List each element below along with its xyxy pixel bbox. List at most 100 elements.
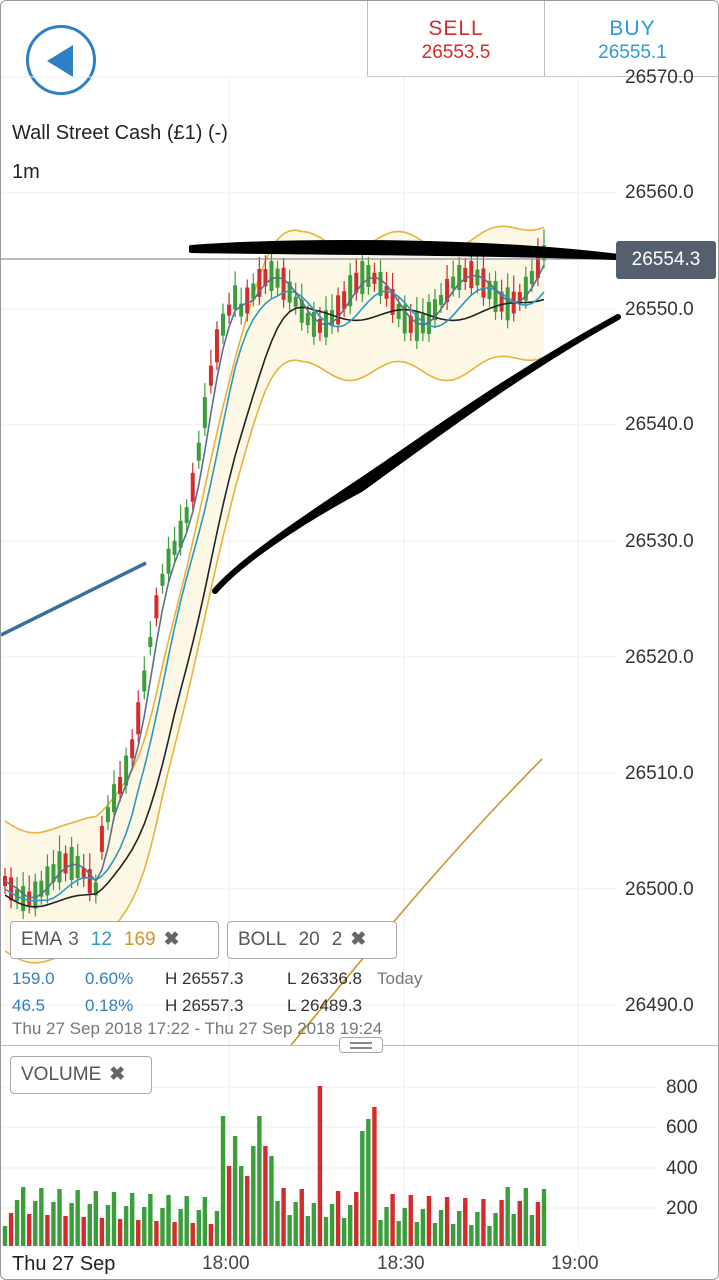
candle-body [342,291,347,310]
candle-body [245,287,250,314]
candle-body [432,299,437,321]
candle-body [136,702,141,735]
candle-body [457,265,462,291]
volume-bar [457,1211,462,1246]
volume-bar [426,1196,432,1246]
volume-bar [493,1213,498,1246]
candle-body [305,313,310,326]
volume-bars [2,1086,547,1246]
volume-bar [529,1215,535,1246]
volume-bar [511,1214,516,1246]
price-chart[interactable] [1,1,719,1045]
candle-body [75,856,80,879]
trendline-blue[interactable] [1,561,147,637]
volume-bar [505,1187,510,1246]
volume-bar [20,1187,26,1246]
volume-bar [329,1204,335,1246]
volume-indicator-chip[interactable]: VOLUME ✖ [10,1056,152,1094]
candle-body [287,281,292,303]
candle-body [317,318,322,333]
volume-bar [196,1210,201,1246]
candle-body [93,882,98,896]
candle-body [475,269,480,286]
sell-button[interactable]: SELL 26553.5 [367,1,545,77]
buy-label: BUY [609,17,656,40]
candle-body [105,807,110,823]
volume-bar [487,1226,492,1246]
boll-indicator-chip[interactable]: BOLL 20 2 ✖ [227,921,397,959]
candle-body [233,285,238,310]
ema-169-line [290,758,543,1045]
price-axis-label: 26540.0 [625,414,694,435]
boll-deviation: 2 [331,929,343,950]
volume-bar [275,1201,280,1246]
volume-bar [414,1222,420,1246]
candle-body [214,329,219,363]
volume-bar [463,1198,468,1246]
boll-close-icon[interactable]: ✖ [350,929,367,950]
volume-bar [450,1224,456,1246]
candle-body [99,825,104,852]
candle-body [366,265,371,288]
candle-body [445,278,450,302]
drawn-support-line[interactable] [212,314,621,594]
ema-indicator-chip[interactable]: EMA 3 12 169 ✖ [10,921,219,959]
volume-bar [293,1202,298,1246]
volume-bar [69,1203,74,1246]
candle-body [227,304,232,316]
volume-bar [142,1207,147,1246]
candle-body [148,636,153,647]
volume-bar [541,1189,547,1246]
stat-high: H 26557.3 [165,969,244,988]
volume-bar [208,1224,214,1246]
volume-bar [93,1191,99,1246]
volume-bar [251,1146,256,1246]
price-axis-label: 26510.0 [625,763,694,784]
volume-bar [335,1191,341,1246]
volume-axis-label: 800 [666,1077,698,1098]
bollinger-band-fill [5,226,544,963]
ema-close-icon[interactable]: ✖ [163,929,180,950]
volume-bar [523,1188,529,1246]
candle-body [281,267,286,300]
candle-body [360,261,365,295]
volume-bar [214,1211,220,1246]
buy-button[interactable]: BUY 26555.1 [544,1,718,77]
price-axis-label: 26560.0 [625,182,694,203]
volume-bar [129,1193,135,1246]
volume-bar [51,1202,56,1246]
candle-body [523,276,528,301]
candle-body [172,540,177,555]
sell-label: SELL [428,17,484,40]
volume-close-icon[interactable]: ✖ [109,1064,126,1085]
timeframe-label[interactable]: 1m [12,161,40,183]
volume-bar [160,1208,165,1246]
pane-resize-handle[interactable] [339,1037,383,1053]
volume-bar [263,1146,268,1246]
volume-axis-label: 400 [666,1158,698,1179]
volume-bar [311,1203,317,1246]
price-axis-label: 26490.0 [625,995,694,1016]
volume-bar [366,1119,371,1246]
back-button[interactable] [26,25,96,95]
volume-bar [245,1176,250,1246]
candle-body [118,776,123,794]
candle-body [323,310,328,338]
candle-body [396,303,401,319]
candle-body [112,784,117,813]
volume-bar [14,1200,20,1246]
current-price-badge: 26554.3 [616,241,716,279]
volume-bar [323,1217,329,1246]
candle-body [463,268,468,283]
candle-body [535,252,540,279]
candle-body [311,311,316,337]
volume-bar [238,1166,244,1246]
candle-body [451,276,456,289]
candle-body [348,275,353,307]
candle-body [499,291,504,312]
price-axis-label: 26550.0 [625,299,694,320]
volume-bar [75,1190,80,1246]
time-axis-date: Thu 27 Sep [12,1253,116,1275]
candle-body [293,296,298,307]
